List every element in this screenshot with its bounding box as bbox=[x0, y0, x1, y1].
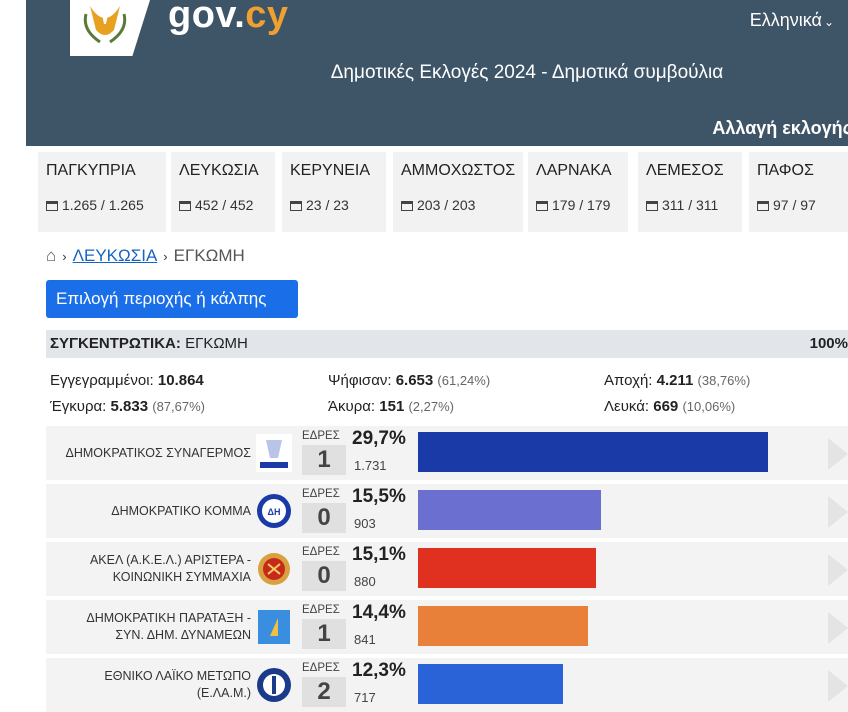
tab-ammochostos[interactable]: ΑΜΜΟΧΩΣΤΟΣ 203 / 203 bbox=[393, 152, 523, 232]
party-name: ΔΗΜΟΚΡΑΤΙΚΟ ΚΟΜΜΑ bbox=[111, 503, 251, 518]
home-icon[interactable]: ⌂ bbox=[46, 246, 57, 265]
ballot-box-icon bbox=[646, 201, 658, 211]
ballot-box-icon bbox=[46, 201, 58, 211]
chevron-right-icon[interactable] bbox=[828, 554, 848, 586]
party-percent: 15,1% bbox=[352, 544, 406, 565]
ballot-box-icon bbox=[179, 201, 191, 211]
stat-registered: Εγγεγραμμένοι: 10.864 bbox=[50, 372, 204, 389]
party-row[interactable]: ΕΘΝΙΚΟ ΛΑΪΚΟ ΜΕΤΩΠΟ (Ε.ΛΑ.Μ.) ΕΔΡΕΣ 2 12,3… bbox=[46, 658, 848, 712]
breadcrumb-current: ΕΓΚΩΜΗ bbox=[173, 246, 245, 265]
select-area-button[interactable]: Επιλογή περιοχής ή κάλπης bbox=[46, 280, 298, 318]
tab-lemesos[interactable]: ΛΕΜΕΣΟΣ 311 / 311 bbox=[638, 152, 742, 232]
party-percent: 29,7% bbox=[352, 428, 406, 449]
party-percent: 12,3% bbox=[352, 660, 406, 681]
seats-count: 0 bbox=[302, 503, 346, 533]
stat-blank: Λευκά: 669 (10,06%) bbox=[604, 398, 736, 415]
chevron-right-icon[interactable] bbox=[828, 438, 848, 470]
ballot-box-icon bbox=[401, 201, 413, 211]
breadcrumb: ⌂ › ΛΕΥΚΩΣΙΑ › ΕΓΚΩΜΗ bbox=[46, 246, 245, 265]
chevron-right-icon[interactable] bbox=[828, 670, 848, 702]
cyprus-emblem[interactable] bbox=[70, 0, 150, 56]
seats-count: 0 bbox=[302, 561, 346, 591]
party-votes: 880 bbox=[354, 574, 376, 589]
akel-logo-icon bbox=[258, 553, 290, 585]
party-votes: 717 bbox=[354, 690, 376, 705]
summary-bar: ΣΥΓΚΕΝΤΡΩΤΙΚΑ: ΕΓΚΩΜΗ 100% bbox=[46, 330, 848, 358]
result-bar bbox=[418, 490, 601, 530]
party-row[interactable]: ΔΗΜΟΚΡΑΤΙΚΟΣ ΣΥΝΑΓΕΡΜΟΣ ΕΔΡΕΣ 1 29,7% 1.7… bbox=[46, 426, 848, 480]
page-subtitle: Δημοτικές Εκλογές 2024 - Δημοτικά συμβού… bbox=[330, 62, 724, 83]
party-name: ΑΚΕΛ (Α.Κ.Ε.Λ.) ΑΡΙΣΤΕΡΑ - ΚΟΙΝΩΝΙΚΗ ΣΥΜΜ… bbox=[89, 553, 251, 584]
seats-count: 2 bbox=[302, 677, 346, 707]
dipa-logo-icon bbox=[258, 610, 290, 644]
breadcrumb-lefkosia-link[interactable]: ΛΕΥΚΩΣΙΑ bbox=[72, 246, 158, 265]
chevron-right-icon[interactable] bbox=[828, 496, 848, 528]
ballot-box-icon bbox=[290, 201, 302, 211]
stat-abstain: Αποχή: 4.211 (38,76%) bbox=[604, 372, 751, 389]
result-bar bbox=[418, 432, 768, 472]
elam-logo-icon bbox=[257, 668, 291, 702]
ballot-box-icon bbox=[757, 201, 769, 211]
chevron-right-icon[interactable] bbox=[828, 612, 848, 644]
tab-pafos[interactable]: ΠΑΦΟΣ 97 / 97 bbox=[749, 152, 848, 232]
language-selector[interactable]: Ελληνικά ⌄ bbox=[749, 10, 834, 30]
tab-keryneia[interactable]: ΚΕΡΥΝΕΙΑ 23 / 23 bbox=[282, 152, 386, 232]
cyprus-emblem-icon bbox=[83, 6, 127, 44]
stat-invalid: Άκυρα: 151 (2,27%) bbox=[328, 398, 454, 415]
party-row[interactable]: ΑΚΕΛ (Α.Κ.Ε.Λ.) ΑΡΙΣΤΕΡΑ - ΚΟΙΝΩΝΙΚΗ ΣΥΜΜ… bbox=[46, 542, 848, 596]
party-percent: 14,4% bbox=[352, 602, 406, 623]
party-votes: 903 bbox=[354, 516, 376, 531]
stat-valid: Έγκυρα: 5.833 (87,67%) bbox=[50, 398, 205, 415]
party-name: ΔΗΜΟΚΡΑΤΙΚΗ ΠΑΡΑΤΑΞΗ - ΣΥΝ. ΔΗΜ. ΔΥΝΑΜΕΩΝ bbox=[86, 611, 251, 642]
disy-logo-icon bbox=[256, 434, 292, 472]
result-bar bbox=[418, 664, 563, 704]
party-votes: 1.731 bbox=[354, 458, 387, 473]
header-bar: gov.cy Ελληνικά ⌄ Δημοτικές Εκλογές 2024 … bbox=[26, 0, 848, 146]
seats-count: 1 bbox=[302, 445, 346, 475]
party-row[interactable]: ΔΗΜΟΚΡΑΤΙΚΟ ΚΟΜΜΑ ΔΗ ΕΔΡΕΣ 0 15,5% 903 bbox=[46, 484, 848, 538]
party-votes: 841 bbox=[354, 632, 376, 647]
diko-logo-icon: ΔΗ bbox=[257, 494, 291, 528]
change-election-link[interactable]: Αλλαγή εκλογής bbox=[712, 118, 848, 138]
party-name: ΔΗΜΟΚΡΑΤΙΚΟΣ ΣΥΝΑΓΕΡΜΟΣ bbox=[65, 445, 251, 460]
svg-text:ΔΗ: ΔΗ bbox=[268, 507, 281, 517]
ballot-box-icon bbox=[536, 201, 548, 211]
result-bar bbox=[418, 548, 596, 588]
seats-count: 1 bbox=[302, 619, 346, 649]
stat-voted: Ψήφισαν: 6.653 (61,24%) bbox=[328, 372, 491, 389]
tab-larnaka[interactable]: ΛΑΡΝΑΚΑ 179 / 179 bbox=[528, 152, 628, 232]
party-name: ΕΘΝΙΚΟ ΛΑΪΚΟ ΜΕΤΩΠΟ (Ε.ΛΑ.Μ.) bbox=[104, 669, 251, 700]
tab-lefkosia[interactable]: ΛΕΥΚΩΣΙΑ 452 / 452 bbox=[171, 152, 275, 232]
chevron-down-icon: ⌄ bbox=[823, 15, 834, 29]
district-tabs: ΠΑΓΚΥΠΡΙΑ 1.265 / 1.265 ΛΕΥΚΩΣΙΑ 452 / 4… bbox=[38, 152, 848, 232]
govcy-logo[interactable]: gov.cy bbox=[168, 0, 289, 36]
party-row[interactable]: ΔΗΜΟΚΡΑΤΙΚΗ ΠΑΡΑΤΑΞΗ - ΣΥΝ. ΔΗΜ. ΔΥΝΑΜΕΩΝ… bbox=[46, 600, 848, 654]
tab-pagkypria[interactable]: ΠΑΓΚΥΠΡΙΑ 1.265 / 1.265 bbox=[38, 152, 166, 232]
result-bar bbox=[418, 606, 588, 646]
party-percent: 15,5% bbox=[352, 486, 406, 507]
summary-percent: 100% bbox=[809, 335, 848, 352]
